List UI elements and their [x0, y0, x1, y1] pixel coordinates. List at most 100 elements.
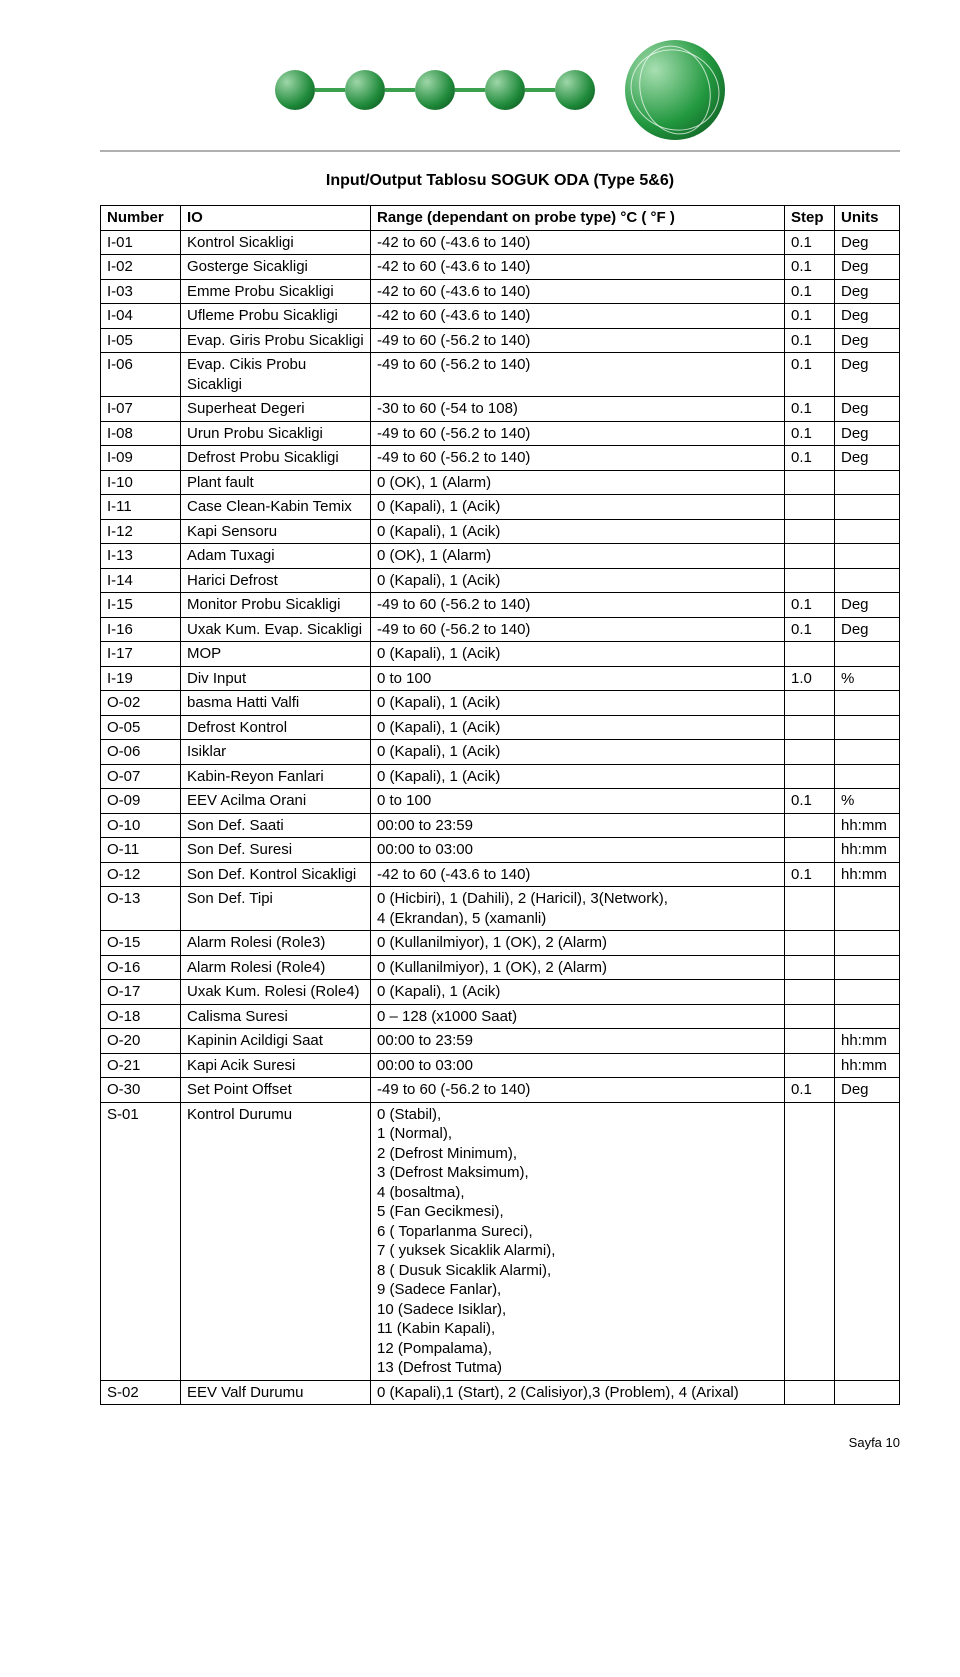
cell-io: EEV Valf Durumu [181, 1380, 371, 1405]
io-table: Number IO Range (dependant on probe type… [100, 205, 900, 1405]
table-row: O-18Calisma Suresi0 – 128 (x1000 Saat) [101, 1004, 900, 1029]
cell-io: Calisma Suresi [181, 1004, 371, 1029]
cell-units [835, 980, 900, 1005]
cell-step [785, 470, 835, 495]
cell-step [785, 1029, 835, 1054]
cell-step [785, 568, 835, 593]
table-row: O-12Son Def. Kontrol Sicakligi-42 to 60 … [101, 862, 900, 887]
cell-step [785, 887, 835, 931]
cell-number: I-04 [101, 304, 181, 329]
cell-number: O-13 [101, 887, 181, 931]
cell-io: Son Def. Tipi [181, 887, 371, 931]
cell-units: hh:mm [835, 862, 900, 887]
cell-units [835, 1004, 900, 1029]
cell-range: 0 to 100 [371, 666, 785, 691]
connector-line [385, 88, 415, 92]
table-row: I-07Superheat Degeri-30 to 60 (-54 to 10… [101, 397, 900, 422]
cell-units [835, 519, 900, 544]
cell-number: O-18 [101, 1004, 181, 1029]
table-row: I-11Case Clean-Kabin Temix0 (Kapali), 1 … [101, 495, 900, 520]
cell-range: 0 to 100 [371, 789, 785, 814]
cell-number: O-16 [101, 955, 181, 980]
connector-line [455, 88, 485, 92]
cell-units: % [835, 789, 900, 814]
cell-units: Deg [835, 353, 900, 397]
cell-io: Plant fault [181, 470, 371, 495]
cell-step [785, 1053, 835, 1078]
table-header-row: Number IO Range (dependant on probe type… [101, 206, 900, 231]
cell-io: Isiklar [181, 740, 371, 765]
cell-step [785, 838, 835, 863]
cell-number: I-05 [101, 328, 181, 353]
cell-number: I-16 [101, 617, 181, 642]
cell-number: I-14 [101, 568, 181, 593]
cell-number: S-01 [101, 1102, 181, 1380]
cell-units [835, 495, 900, 520]
cell-step [785, 519, 835, 544]
table-row: S-01Kontrol Durumu0 (Stabil), 1 (Normal)… [101, 1102, 900, 1380]
cell-range: 0 (Kapali), 1 (Acik) [371, 715, 785, 740]
cell-units [835, 544, 900, 569]
cell-range: -49 to 60 (-56.2 to 140) [371, 617, 785, 642]
cell-io: Kapi Acik Suresi [181, 1053, 371, 1078]
cell-units: Deg [835, 255, 900, 280]
cell-io: MOP [181, 642, 371, 667]
cell-io: EEV Acilma Orani [181, 789, 371, 814]
cell-units [835, 764, 900, 789]
cell-step [785, 715, 835, 740]
cell-number: I-12 [101, 519, 181, 544]
table-row: O-02basma Hatti Valfi0 (Kapali), 1 (Acik… [101, 691, 900, 716]
cell-units: hh:mm [835, 813, 900, 838]
table-row: I-15Monitor Probu Sicakligi-49 to 60 (-5… [101, 593, 900, 618]
cell-number: I-06 [101, 353, 181, 397]
table-row: I-04Ufleme Probu Sicakligi-42 to 60 (-43… [101, 304, 900, 329]
cell-step: 0.1 [785, 789, 835, 814]
cell-number: I-08 [101, 421, 181, 446]
cell-units [835, 691, 900, 716]
cell-units: hh:mm [835, 838, 900, 863]
cell-step [785, 931, 835, 956]
cell-step [785, 955, 835, 980]
cell-units [835, 1102, 900, 1380]
cell-units: Deg [835, 446, 900, 471]
table-row: O-06Isiklar0 (Kapali), 1 (Acik) [101, 740, 900, 765]
table-row: I-01Kontrol Sicakligi-42 to 60 (-43.6 to… [101, 230, 900, 255]
cell-number: O-07 [101, 764, 181, 789]
cell-step [785, 980, 835, 1005]
cell-range: -42 to 60 (-43.6 to 140) [371, 279, 785, 304]
cell-step [785, 740, 835, 765]
cell-range: 0 (OK), 1 (Alarm) [371, 470, 785, 495]
cell-number: O-12 [101, 862, 181, 887]
cell-range: 00:00 to 23:59 [371, 1029, 785, 1054]
cell-number: O-11 [101, 838, 181, 863]
sphere-icon [345, 70, 385, 110]
cell-step: 0.1 [785, 397, 835, 422]
cell-range: 00:00 to 03:00 [371, 1053, 785, 1078]
table-row: O-10Son Def. Saati00:00 to 23:59hh:mm [101, 813, 900, 838]
col-number: Number [101, 206, 181, 231]
cell-io: Kontrol Sicakligi [181, 230, 371, 255]
sphere-row [275, 40, 725, 140]
cell-number: O-09 [101, 789, 181, 814]
header-logo [100, 40, 900, 140]
cell-step [785, 1380, 835, 1405]
sphere-icon [275, 70, 315, 110]
table-row: O-13Son Def. Tipi0 (Hicbiri), 1 (Dahili)… [101, 887, 900, 931]
table-row: I-19Div Input0 to 1001.0% [101, 666, 900, 691]
cell-io: Ufleme Probu Sicakligi [181, 304, 371, 329]
table-row: O-17Uxak Kum. Rolesi (Role4)0 (Kapali), … [101, 980, 900, 1005]
cell-number: O-20 [101, 1029, 181, 1054]
header-divider [100, 150, 900, 152]
table-row: O-09EEV Acilma Orani0 to 1000.1% [101, 789, 900, 814]
cell-io: Kapinin Acildigi Saat [181, 1029, 371, 1054]
cell-number: O-21 [101, 1053, 181, 1078]
col-step: Step [785, 206, 835, 231]
col-units: Units [835, 206, 900, 231]
cell-range: -42 to 60 (-43.6 to 140) [371, 304, 785, 329]
cell-range: 00:00 to 23:59 [371, 813, 785, 838]
cell-units [835, 740, 900, 765]
cell-io: Uxak Kum. Evap. Sicakligi [181, 617, 371, 642]
cell-range: -49 to 60 (-56.2 to 140) [371, 353, 785, 397]
cell-io: Monitor Probu Sicakligi [181, 593, 371, 618]
cell-range: -49 to 60 (-56.2 to 140) [371, 446, 785, 471]
